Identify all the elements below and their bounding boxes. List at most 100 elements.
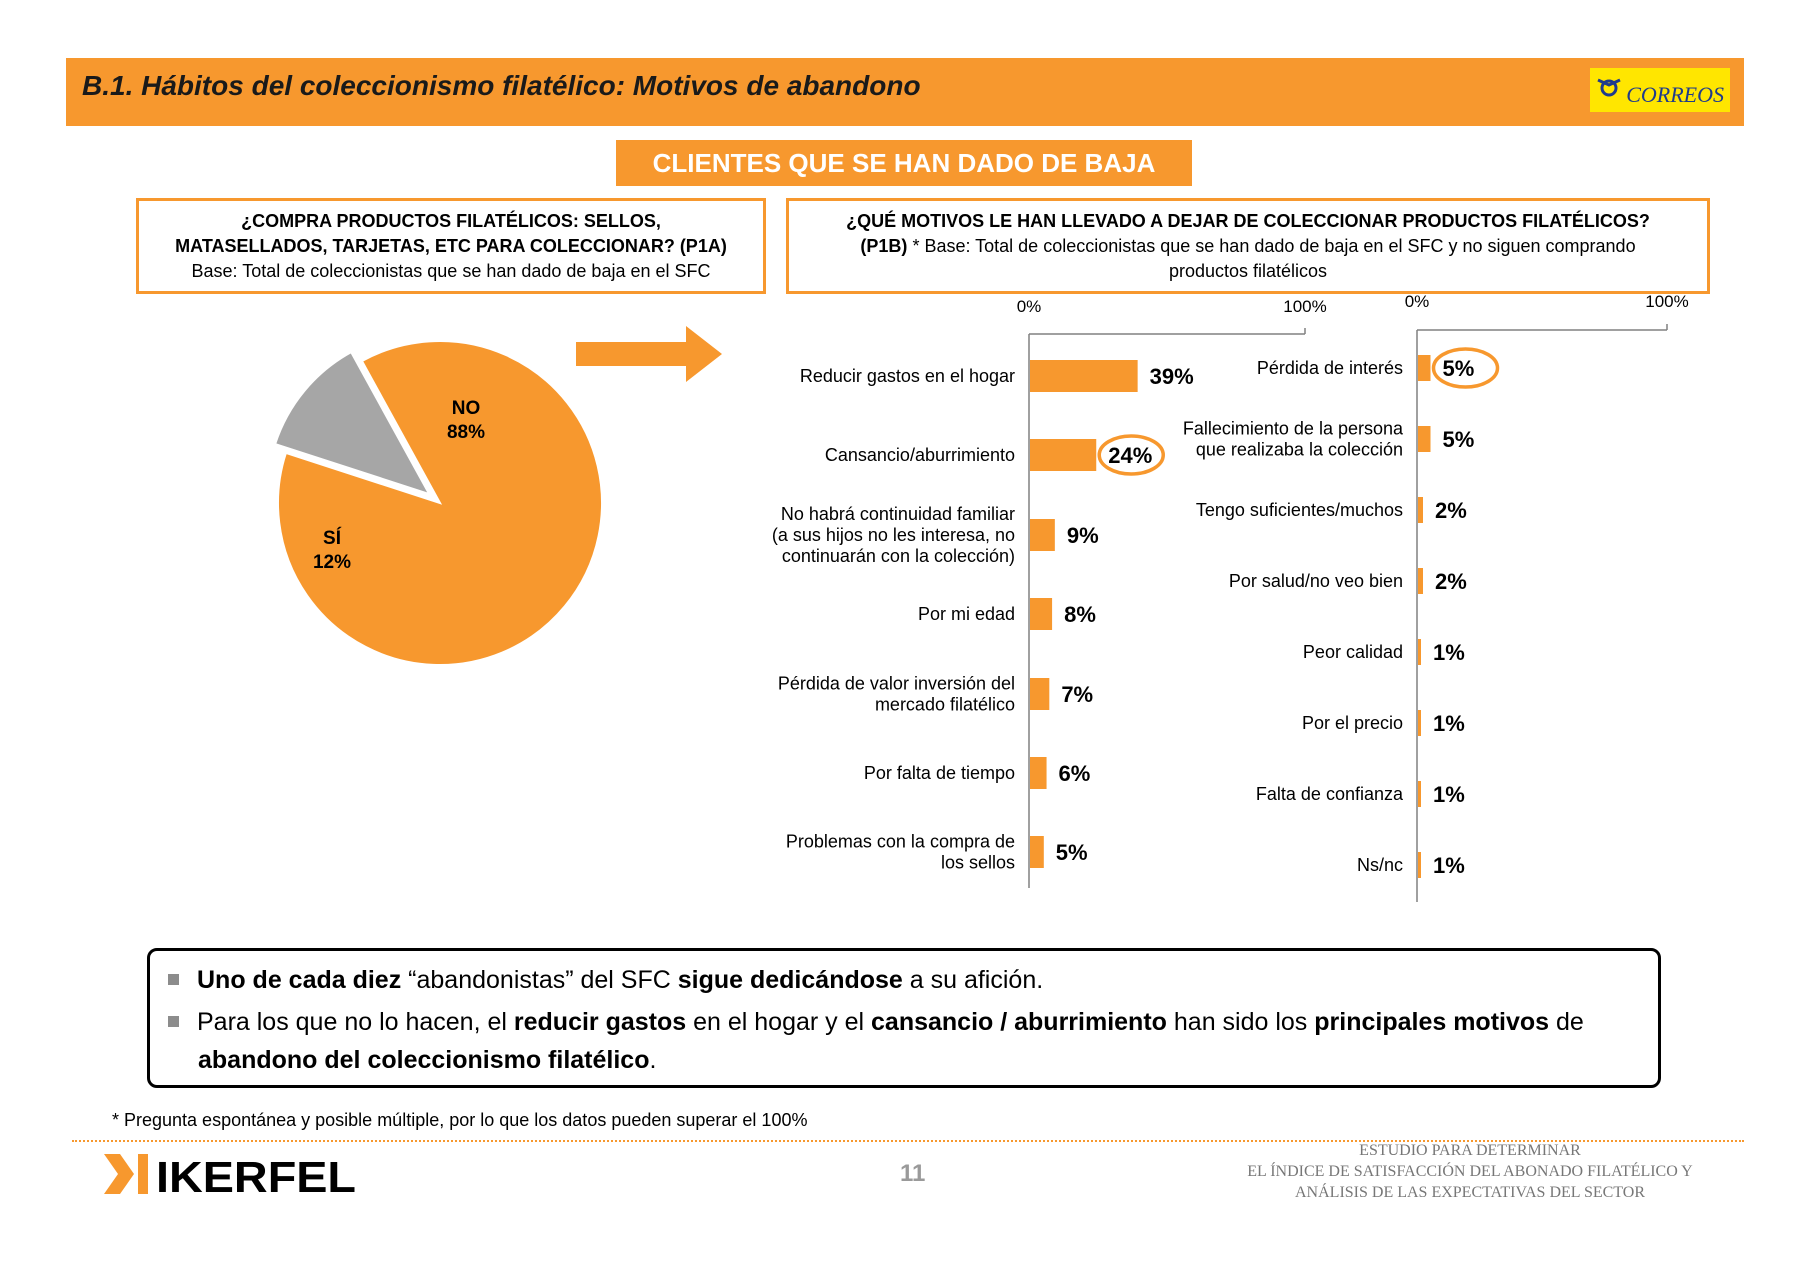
x-tick-label: 0% bbox=[1405, 292, 1430, 311]
category-label: Por falta de tiempo bbox=[864, 763, 1015, 783]
study-line: ANÁLISIS DE LAS EXPECTATIVAS DEL SECTOR bbox=[1295, 1184, 1645, 1201]
pie-value-label: 88% bbox=[447, 422, 485, 443]
category-label: Problemas con la compra de bbox=[786, 832, 1015, 852]
pie-label: SÍ bbox=[323, 527, 342, 549]
x-tick-label: 100% bbox=[1645, 292, 1688, 311]
pie-label: NO bbox=[452, 398, 481, 419]
category-label: Peor calidad bbox=[1303, 642, 1403, 662]
bar bbox=[1418, 355, 1431, 381]
question-base: * Base: Total de coleccionistas que se h… bbox=[907, 236, 1636, 256]
bar bbox=[1030, 360, 1138, 392]
body-text: “abandonistas” del SFC bbox=[401, 966, 678, 994]
bar bbox=[1418, 497, 1423, 523]
bar bbox=[1418, 852, 1421, 878]
conclusions-box: Uno de cada diez “abandonistas” del SFC … bbox=[147, 948, 1661, 1088]
bar-value-label: 1% bbox=[1433, 853, 1465, 878]
question-base: Base: Total de coleccionistas que se han… bbox=[191, 261, 711, 281]
bar-value-label: 2% bbox=[1435, 569, 1467, 594]
bullet-square-icon bbox=[168, 1015, 179, 1027]
study-line: EL ÍNDICE DE SATISFACCIÓN DEL ABONADO FI… bbox=[1247, 1163, 1693, 1180]
bar bbox=[1418, 781, 1421, 807]
footer-divider bbox=[72, 1140, 1744, 1142]
question-base-continued: productos filatélicos bbox=[1168, 261, 1328, 281]
question-box-p1a: ¿COMPRA PRODUCTOS FILATÉLICOS: SELLOS, M… bbox=[136, 198, 766, 294]
bar-value-label: 8% bbox=[1064, 602, 1096, 627]
ikerfel-chevron-icon bbox=[104, 1154, 134, 1194]
bar bbox=[1418, 426, 1431, 452]
question-line: ¿COMPRA PRODUCTOS FILATÉLICOS: SELLOS, bbox=[241, 211, 661, 231]
arrow-right-icon bbox=[576, 326, 722, 382]
page-number: 11 bbox=[900, 1160, 926, 1187]
category-label: Por salud/no veo bien bbox=[1229, 571, 1403, 591]
category-label: Por el precio bbox=[1302, 713, 1403, 733]
category-label: Pérdida de valor inversión del bbox=[778, 674, 1015, 694]
bar-value-label: 9% bbox=[1067, 523, 1099, 548]
question-code: (P1B) bbox=[860, 236, 908, 256]
category-label: No habrá continuidad familiar bbox=[781, 504, 1015, 524]
category-label: Falta de confianza bbox=[1256, 784, 1404, 804]
bar bbox=[1418, 639, 1421, 665]
body-text: a su afición. bbox=[902, 966, 1044, 994]
category-label: continuarán con la colección) bbox=[782, 546, 1015, 566]
bar-value-label: 1% bbox=[1433, 782, 1465, 807]
body-text: han sido los bbox=[1166, 1008, 1315, 1036]
page-title: B.1. Hábitos del coleccionismo filatélic… bbox=[82, 70, 921, 101]
bar bbox=[1418, 710, 1421, 736]
pie-slice-si bbox=[273, 350, 432, 496]
bar-value-label: 6% bbox=[1059, 761, 1091, 786]
header-bar: B.1. Hábitos del coleccionismo filatélic… bbox=[66, 58, 1744, 126]
emphasis-text: cansancio / aburrimiento bbox=[871, 1008, 1167, 1036]
bar bbox=[1030, 519, 1055, 551]
ikerfel-wordmark: IKERFEL bbox=[156, 1153, 356, 1200]
emphasis-text: principales motivos bbox=[1314, 1008, 1550, 1036]
logo-text: CORREOS bbox=[1626, 82, 1724, 107]
correos-logo: CORREOS bbox=[1590, 68, 1730, 112]
bar-value-label: 5% bbox=[1443, 356, 1475, 381]
pie-chart: NO 88% SÍ 12% bbox=[273, 340, 603, 666]
bar bbox=[1030, 439, 1097, 471]
post-horn-icon bbox=[1597, 78, 1621, 97]
emphasis-text: sigue dedicándose bbox=[677, 966, 903, 994]
bar-value-label: 24% bbox=[1108, 443, 1152, 468]
question-line: ¿QUÉ MOTIVOS LE HAN LLEVADO A DEJAR DE C… bbox=[846, 211, 1650, 231]
conclusion-bullet: Para los que no lo hacen, el reducir gas… bbox=[168, 1003, 1658, 1079]
conclusion-bullet: Uno de cada diez “abandonistas” del SFC … bbox=[168, 961, 1043, 999]
bullet-square-icon bbox=[168, 973, 179, 985]
category-label: Por mi edad bbox=[918, 604, 1015, 624]
body-text: en el hogar y el bbox=[686, 1008, 872, 1036]
question-box-p1b: ¿QUÉ MOTIVOS LE HAN LLEVADO A DEJAR DE C… bbox=[786, 198, 1710, 294]
category-label: Fallecimiento de la persona bbox=[1183, 419, 1404, 439]
bar-chart-2: 0% 100% 5% Pérdida de interés 5% Fallecimient… bbox=[1183, 292, 1689, 902]
ikerfel-logo: IKERFEL bbox=[104, 1153, 356, 1200]
conclusion-text: Uno de cada diez “abandonistas” del SFC … bbox=[197, 966, 1043, 994]
bar-chart-1: 0% 100% 39% Reducir gastos en el hogar 24% Ca… bbox=[772, 297, 1327, 888]
highlight-circle bbox=[1431, 347, 1500, 389]
category-label: Cansancio/aburrimiento bbox=[825, 445, 1015, 465]
footnote: * Pregunta espontánea y posible múltiple… bbox=[112, 1110, 808, 1130]
x-tick-label: 0% bbox=[1017, 297, 1042, 316]
body-text: de bbox=[1549, 1008, 1584, 1036]
bar bbox=[1418, 568, 1423, 594]
bar bbox=[1030, 598, 1053, 630]
bar-value-label: 7% bbox=[1061, 682, 1093, 707]
pie-value-label: 12% bbox=[313, 552, 351, 573]
bar bbox=[1030, 678, 1050, 710]
conclusion-text: Para los que no lo hacen, el reducir gas… bbox=[197, 1008, 1584, 1074]
body-text: . bbox=[649, 1046, 657, 1074]
question-line: MATASELLADOS, TARJETAS, ETC PARA COLECCI… bbox=[175, 236, 727, 256]
category-label: (a sus hijos no les interesa, no bbox=[772, 525, 1015, 545]
bar-value-label: 1% bbox=[1433, 711, 1465, 736]
pie-slice-no bbox=[277, 340, 603, 666]
emphasis-text: abandono del coleccionismo filatélico bbox=[198, 1046, 650, 1074]
category-label: Pérdida de interés bbox=[1257, 358, 1403, 378]
category-label: Tengo suficientes/muchos bbox=[1196, 500, 1403, 520]
bar-value-label: 2% bbox=[1435, 498, 1467, 523]
bar-charts: 0% 100% 39% Reducir gastos en el hogar 24% Ca… bbox=[772, 292, 1689, 902]
study-title: ESTUDIO PARA DETERMINAR EL ÍNDICE DE SAT… bbox=[1180, 1140, 1760, 1203]
section-banner: CLIENTES QUE SE HAN DADO DE BAJA bbox=[616, 140, 1192, 186]
category-label: Ns/nc bbox=[1357, 855, 1403, 875]
category-label: los sellos bbox=[941, 853, 1015, 873]
category-label: Reducir gastos en el hogar bbox=[800, 366, 1015, 386]
bar bbox=[1030, 757, 1047, 789]
study-line: ESTUDIO PARA DETERMINAR bbox=[1359, 1142, 1581, 1159]
